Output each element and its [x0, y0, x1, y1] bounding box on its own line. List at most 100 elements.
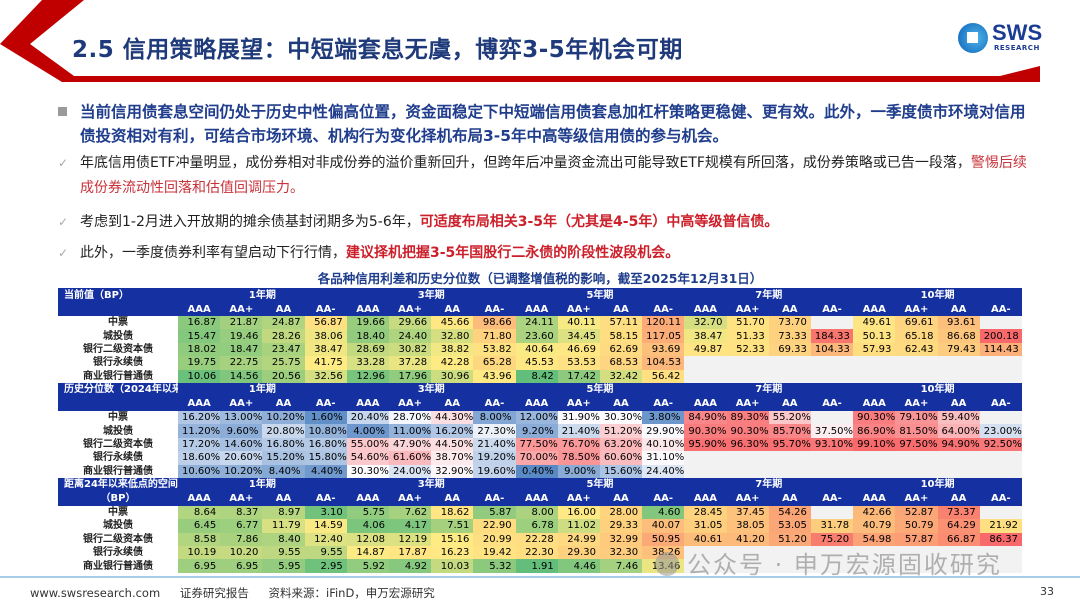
table-cell: [853, 369, 896, 383]
grade-header: AAA: [515, 396, 558, 411]
table-cell: 32.70: [684, 316, 727, 330]
table-cell: 85.70%: [768, 424, 811, 438]
table-cell: 55.20%: [768, 410, 811, 425]
sub-bullet-text: 考虑到1-2月进入开放期的摊余债基封闭期多为5-6年，: [80, 214, 420, 230]
table-cell: 4.92: [388, 559, 432, 573]
table-cell: [937, 356, 980, 370]
table-cell: 29.33: [599, 519, 643, 533]
table-cell: [979, 559, 1022, 573]
table-cell: 93.10%: [810, 437, 854, 452]
tenor-header: 7年期: [684, 382, 854, 397]
row-label: 城投债: [58, 329, 178, 343]
table-cell: [684, 546, 727, 560]
grade-header: AAA: [684, 491, 727, 506]
table-cell: 77.50%: [515, 437, 558, 452]
table-cell: 37.45: [726, 505, 769, 520]
table-cell: 8.00: [515, 505, 558, 520]
table-cell: 28.00: [599, 505, 643, 520]
table-cell: 51.20%: [599, 424, 643, 438]
table-cell: 12.08: [346, 532, 389, 547]
table-cell: 15.16: [431, 532, 474, 547]
row-label: 银行永续债: [58, 356, 178, 370]
table-cell: 38.06: [304, 329, 347, 343]
table-cell: 90.30%: [853, 410, 896, 425]
table-cell: 2.95: [304, 559, 347, 573]
table-cell: 81.50%: [895, 424, 938, 438]
table-row: 银行二级资本债 18.02 18.47 23.47 38.47 28.69 30.82 38.…: [58, 342, 1022, 357]
table-cell: 19.20%: [473, 451, 516, 465]
table-cell: [937, 559, 980, 573]
table-caption: 各品种信用利差和历史分位数（已调整增值税的影响，截至2025年12月31日）: [317, 271, 763, 286]
grade-header: AA-: [979, 491, 1022, 506]
table-cell: 40.10%: [642, 437, 685, 452]
table-cell: 65.18: [895, 329, 938, 343]
table-cell: [810, 464, 854, 478]
table-cell: [937, 369, 980, 383]
grade-header: AA-: [810, 491, 854, 506]
grade-header: AA+: [726, 396, 769, 411]
section-title-line2: （BP）: [58, 491, 178, 506]
table-cell: 50.79: [895, 519, 938, 533]
table-cell: 10.20: [220, 546, 263, 560]
table-cell: 56.42: [642, 369, 685, 383]
table-cell: 17.87: [388, 546, 432, 560]
row-label: 银行二级资本债: [58, 342, 178, 357]
tenor-header: 7年期: [684, 477, 854, 492]
row-label: 银行永续债: [58, 546, 178, 560]
table-cell: 90.30%: [684, 424, 727, 438]
table-cell: [937, 546, 980, 560]
table-cell: 73.70: [768, 316, 811, 330]
row-label: 商业银行普通债: [58, 464, 178, 478]
table-cell: 40.11: [557, 316, 600, 330]
table-cell: 23.60: [515, 329, 558, 343]
grade-header: AA+: [726, 302, 769, 316]
table-cell: 6.45: [178, 519, 221, 533]
table-cell: 10.80%: [304, 424, 347, 438]
grade-header: AAA: [515, 491, 558, 506]
table-cell: [810, 369, 854, 383]
grade-header: AA: [768, 302, 811, 316]
table-cell: 50.95: [642, 532, 685, 547]
tenor-header: 3年期: [346, 288, 516, 302]
table-cell: 0.40%: [515, 464, 558, 478]
table-cell: 45.53: [515, 356, 558, 370]
table-cell: 86.37: [979, 532, 1022, 547]
table-cell: 25.75: [262, 356, 305, 370]
table-cell: 9.55: [262, 546, 305, 560]
table-cell: 79.10%: [895, 410, 938, 425]
table-cell: [726, 559, 769, 573]
grade-header: AA: [599, 396, 643, 411]
table-cell: 84.90%: [684, 410, 727, 425]
grade-header: AA: [262, 491, 305, 506]
table-cell: 184.33: [810, 329, 854, 343]
table-cell: [726, 356, 769, 370]
grade-header: AA-: [473, 302, 516, 316]
grade-header: AA-: [810, 396, 854, 411]
table-cell: 41.75: [304, 356, 347, 370]
table-cell: 47.90%: [388, 437, 432, 452]
table-cell: 33.28: [346, 356, 389, 370]
table-row: 中票 8.64 8.37 8.97 3.10 5.75 7.62 18.62 5.87 8.00 1…: [58, 505, 1022, 520]
table-cell: 93.61: [937, 316, 980, 330]
grade-header: AA: [937, 491, 980, 506]
table-cell: 10.20%: [220, 464, 263, 478]
table-cell: 16.87: [178, 316, 221, 330]
table-cell: 9.20%: [515, 424, 558, 438]
footer-website-link[interactable]: www.swsresearch.com: [30, 586, 161, 600]
table-cell: 93.69: [642, 342, 685, 357]
table-cell: 22.90: [473, 519, 516, 533]
table-cell: 86.68: [937, 329, 980, 343]
table-cell: [684, 356, 727, 370]
table-cell: 14.60%: [220, 437, 263, 452]
table-cell: 3.10: [304, 505, 347, 520]
tenor-header: 10年期: [853, 477, 1022, 492]
table-cell: 18.47: [220, 342, 263, 357]
table-cell: 20.40%: [346, 410, 389, 425]
table-cell: 32.80: [431, 329, 474, 343]
table-cell: 1.60%: [304, 410, 347, 425]
table-cell: 37.28: [388, 356, 432, 370]
table-cell: 49.61: [853, 316, 896, 330]
table-row: 银行永续债 10.19 10.20 9.55 9.55 14.87 17.87 16.23 19…: [58, 546, 1022, 560]
row-label: 银行永续债: [58, 451, 178, 465]
grade-header: AA-: [979, 302, 1022, 316]
